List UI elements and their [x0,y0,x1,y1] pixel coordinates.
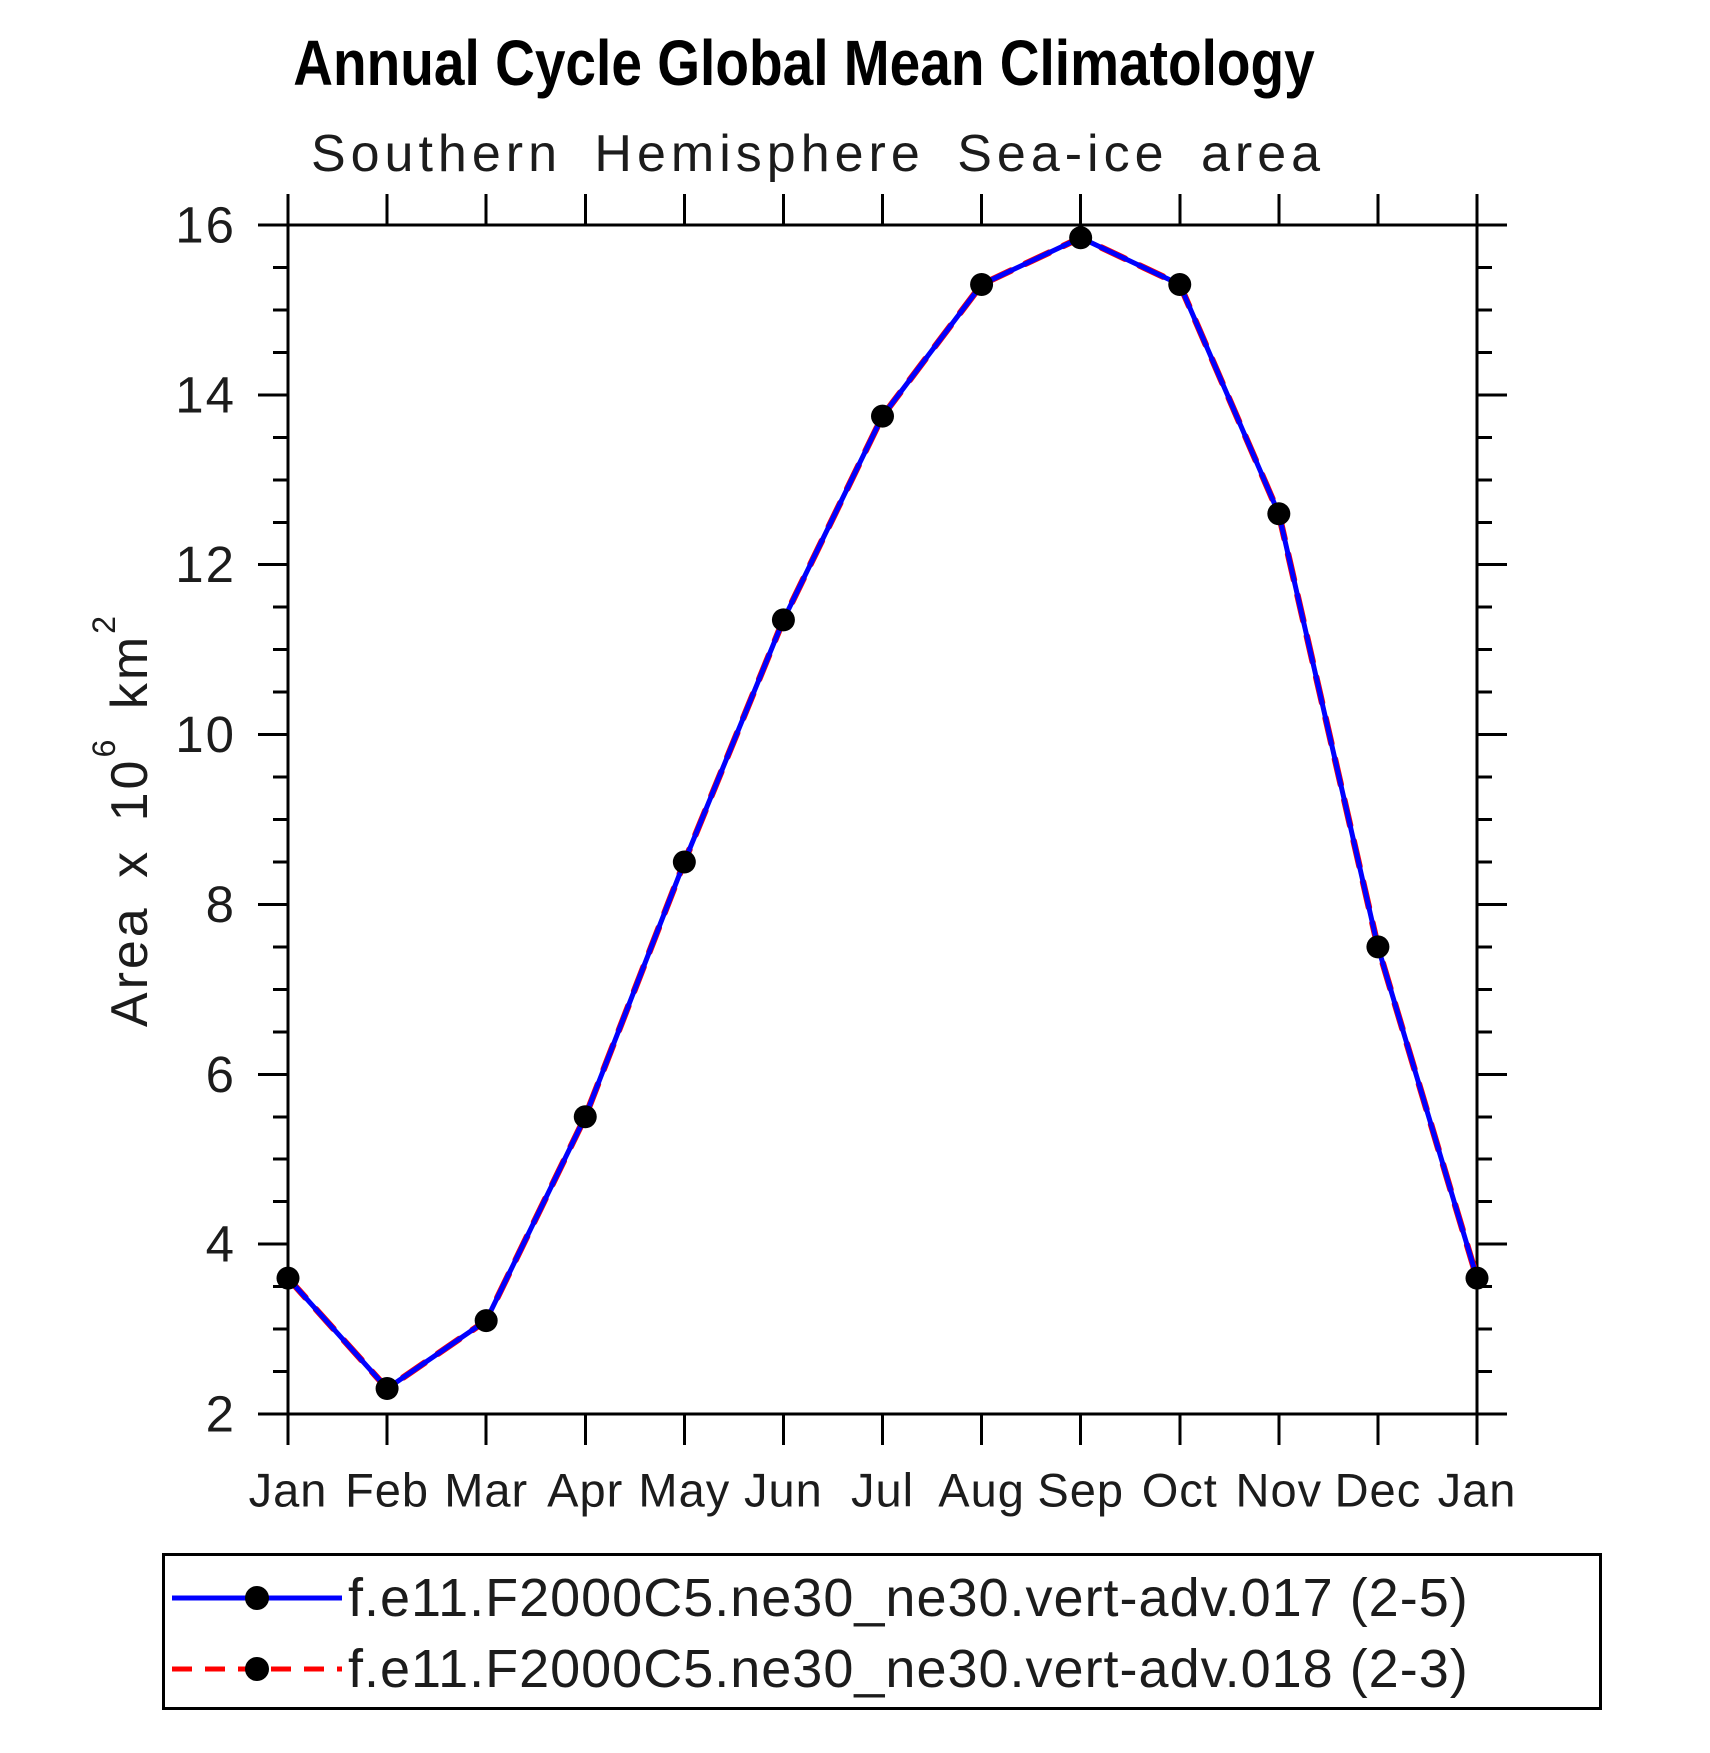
data-point-marker [573,1105,597,1129]
legend-label: f.e11.F2000C5.ne30_ne30.vert-adv.017 (2-… [348,1568,1469,1628]
data-point-marker [771,608,795,632]
x-tick-label: Dec [1335,1464,1422,1517]
x-tick-label: Mar [444,1464,528,1517]
legend-sample-marker [245,1586,269,1610]
x-tick-label: Jul [851,1464,914,1517]
data-point-marker [871,404,894,428]
y-tick-label: 12 [175,536,236,593]
data-point-marker [1069,226,1093,250]
data-point-marker [375,1377,399,1401]
data-point-marker [474,1309,498,1333]
legend-entry-series-1: f.e11.F2000C5.ne30_ne30.vert-adv.017 (2-… [171,1568,1469,1628]
x-tick-label: May [638,1464,730,1517]
x-tick-label: Jun [744,1464,823,1517]
legend-entry-series-2: f.e11.F2000C5.ne30_ne30.vert-adv.018 (2-… [171,1639,1469,1699]
x-tick-label: Feb [345,1464,429,1517]
x-tick-label: Sep [1037,1464,1124,1517]
x-tick-label: Apr [547,1464,623,1517]
y-tick-label: 2 [206,1386,236,1443]
chart-title: Annual Cycle Global Mean Climatology [293,27,1315,99]
legend-sample-marker [245,1657,269,1681]
legend-line-sample-dashed-red [172,1657,342,1681]
x-tick-label: Oct [1142,1464,1218,1517]
data-point-marker [1465,1266,1489,1290]
chart-subtitle: Southern Hemisphere Sea-ice area [310,125,1326,183]
data-point-marker [1366,935,1390,959]
y-tick-label: 4 [206,1216,236,1273]
x-tick-label: Jan [1438,1464,1517,1517]
data-point-marker [672,850,696,874]
data-point-marker [1267,502,1291,526]
data-point-marker [1168,272,1192,296]
x-tick-label: Aug [938,1464,1025,1517]
legend-label: f.e11.F2000C5.ne30_ne30.vert-adv.018 (2-… [348,1639,1469,1699]
data-point-marker [970,272,994,296]
x-tick-label: Nov [1236,1464,1323,1517]
y-tick-label: 10 [175,706,236,763]
y-tick-label: 8 [206,876,236,933]
legend-box: f.e11.F2000C5.ne30_ne30.vert-adv.017 (2-… [162,1553,1602,1710]
y-tick-label: 6 [206,1046,236,1103]
y-tick-label: 16 [175,197,236,254]
y-tick-label: 14 [175,366,236,423]
x-tick-label: Jan [249,1464,328,1517]
plot-border [286,223,1479,1416]
data-point-marker [276,1266,300,1290]
legend-line-sample-solid-blue [172,1586,342,1610]
